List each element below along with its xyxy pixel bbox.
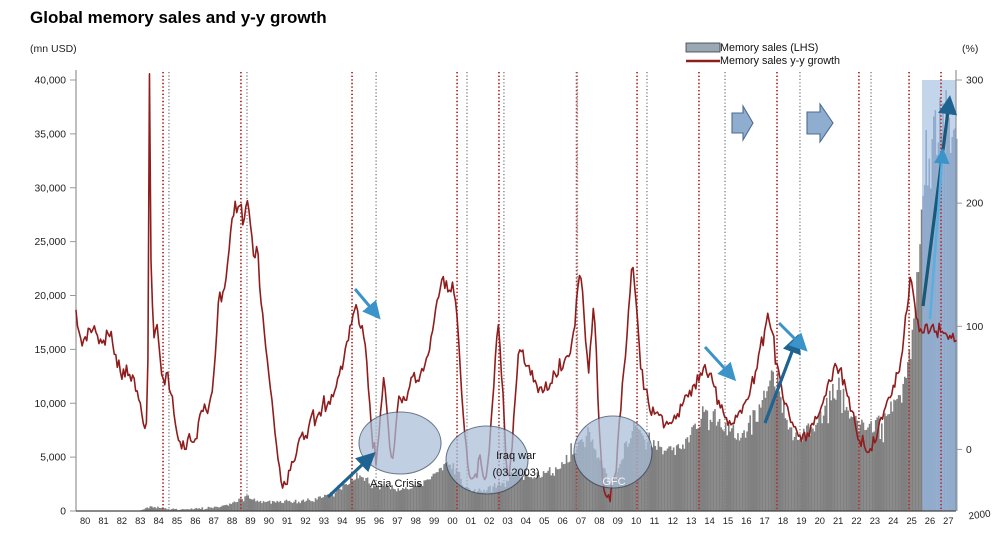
- svg-text:5,000: 5,000: [40, 453, 66, 464]
- svg-text:16: 16: [741, 516, 751, 526]
- svg-text:94: 94: [337, 516, 347, 526]
- svg-text:96: 96: [374, 516, 384, 526]
- svg-text:12: 12: [668, 516, 678, 526]
- svg-text:100: 100: [966, 322, 983, 333]
- svg-text:98: 98: [411, 516, 421, 526]
- svg-text:09: 09: [613, 516, 623, 526]
- svg-text:25,000: 25,000: [35, 237, 67, 248]
- svg-text:(%): (%): [962, 43, 978, 55]
- svg-text:88: 88: [227, 516, 237, 526]
- svg-text:24: 24: [888, 516, 898, 526]
- svg-text:25: 25: [906, 516, 916, 526]
- svg-text:80: 80: [80, 516, 90, 526]
- svg-text:(03.2003): (03.2003): [492, 467, 539, 479]
- svg-text:10,000: 10,000: [35, 399, 67, 410]
- svg-text:Memory sales (LHS): Memory sales (LHS): [720, 42, 818, 54]
- svg-text:18: 18: [778, 516, 788, 526]
- svg-text:Asia Crisis: Asia Crisis: [370, 478, 422, 490]
- svg-text:GFC: GFC: [602, 476, 625, 488]
- svg-text:13: 13: [686, 516, 696, 526]
- svg-text:87: 87: [209, 516, 219, 526]
- svg-text:90: 90: [264, 516, 274, 526]
- svg-text:85: 85: [172, 516, 182, 526]
- svg-text:20: 20: [815, 516, 825, 526]
- svg-text:06: 06: [558, 516, 568, 526]
- svg-text:04: 04: [521, 516, 531, 526]
- svg-text:91: 91: [282, 516, 292, 526]
- svg-text:84: 84: [153, 516, 163, 526]
- svg-text:99: 99: [429, 516, 439, 526]
- svg-text:93: 93: [319, 516, 329, 526]
- svg-text:23: 23: [870, 516, 880, 526]
- svg-text:15: 15: [723, 516, 733, 526]
- svg-text:27: 27: [943, 516, 953, 526]
- svg-text:03: 03: [502, 516, 512, 526]
- svg-text:Memory sales y-y growth: Memory sales y-y growth: [720, 55, 840, 67]
- svg-text:89: 89: [245, 516, 255, 526]
- svg-text:21: 21: [833, 516, 843, 526]
- svg-text:05: 05: [539, 516, 549, 526]
- svg-text:82: 82: [117, 516, 127, 526]
- svg-text:0: 0: [60, 507, 66, 518]
- svg-text:07: 07: [576, 516, 586, 526]
- svg-text:02: 02: [484, 516, 494, 526]
- svg-text:300: 300: [966, 76, 983, 87]
- svg-text:19: 19: [796, 516, 806, 526]
- svg-text:86: 86: [190, 516, 200, 526]
- svg-text:(mn USD): (mn USD): [30, 43, 77, 55]
- svg-text:10: 10: [631, 516, 641, 526]
- svg-text:00: 00: [447, 516, 457, 526]
- svg-text:95: 95: [355, 516, 365, 526]
- svg-text:26: 26: [925, 516, 935, 526]
- svg-text:Iraq war: Iraq war: [496, 450, 536, 462]
- svg-text:17: 17: [760, 516, 770, 526]
- svg-text:92: 92: [300, 516, 310, 526]
- svg-text:83: 83: [135, 516, 145, 526]
- svg-text:35,000: 35,000: [35, 129, 67, 140]
- svg-text:01: 01: [466, 516, 476, 526]
- svg-text:08: 08: [594, 516, 604, 526]
- svg-text:40,000: 40,000: [35, 76, 67, 87]
- svg-text:11: 11: [650, 516, 660, 526]
- svg-text:20,000: 20,000: [35, 291, 67, 302]
- svg-text:200: 200: [966, 199, 983, 210]
- svg-text:97: 97: [392, 516, 402, 526]
- svg-text:81: 81: [98, 516, 108, 526]
- svg-text:14: 14: [704, 516, 714, 526]
- svg-text:30,000: 30,000: [35, 183, 67, 194]
- svg-text:15,000: 15,000: [35, 345, 67, 356]
- svg-text:0: 0: [966, 445, 972, 456]
- svg-text:22: 22: [851, 516, 861, 526]
- svg-text:2000: 2000: [968, 508, 992, 522]
